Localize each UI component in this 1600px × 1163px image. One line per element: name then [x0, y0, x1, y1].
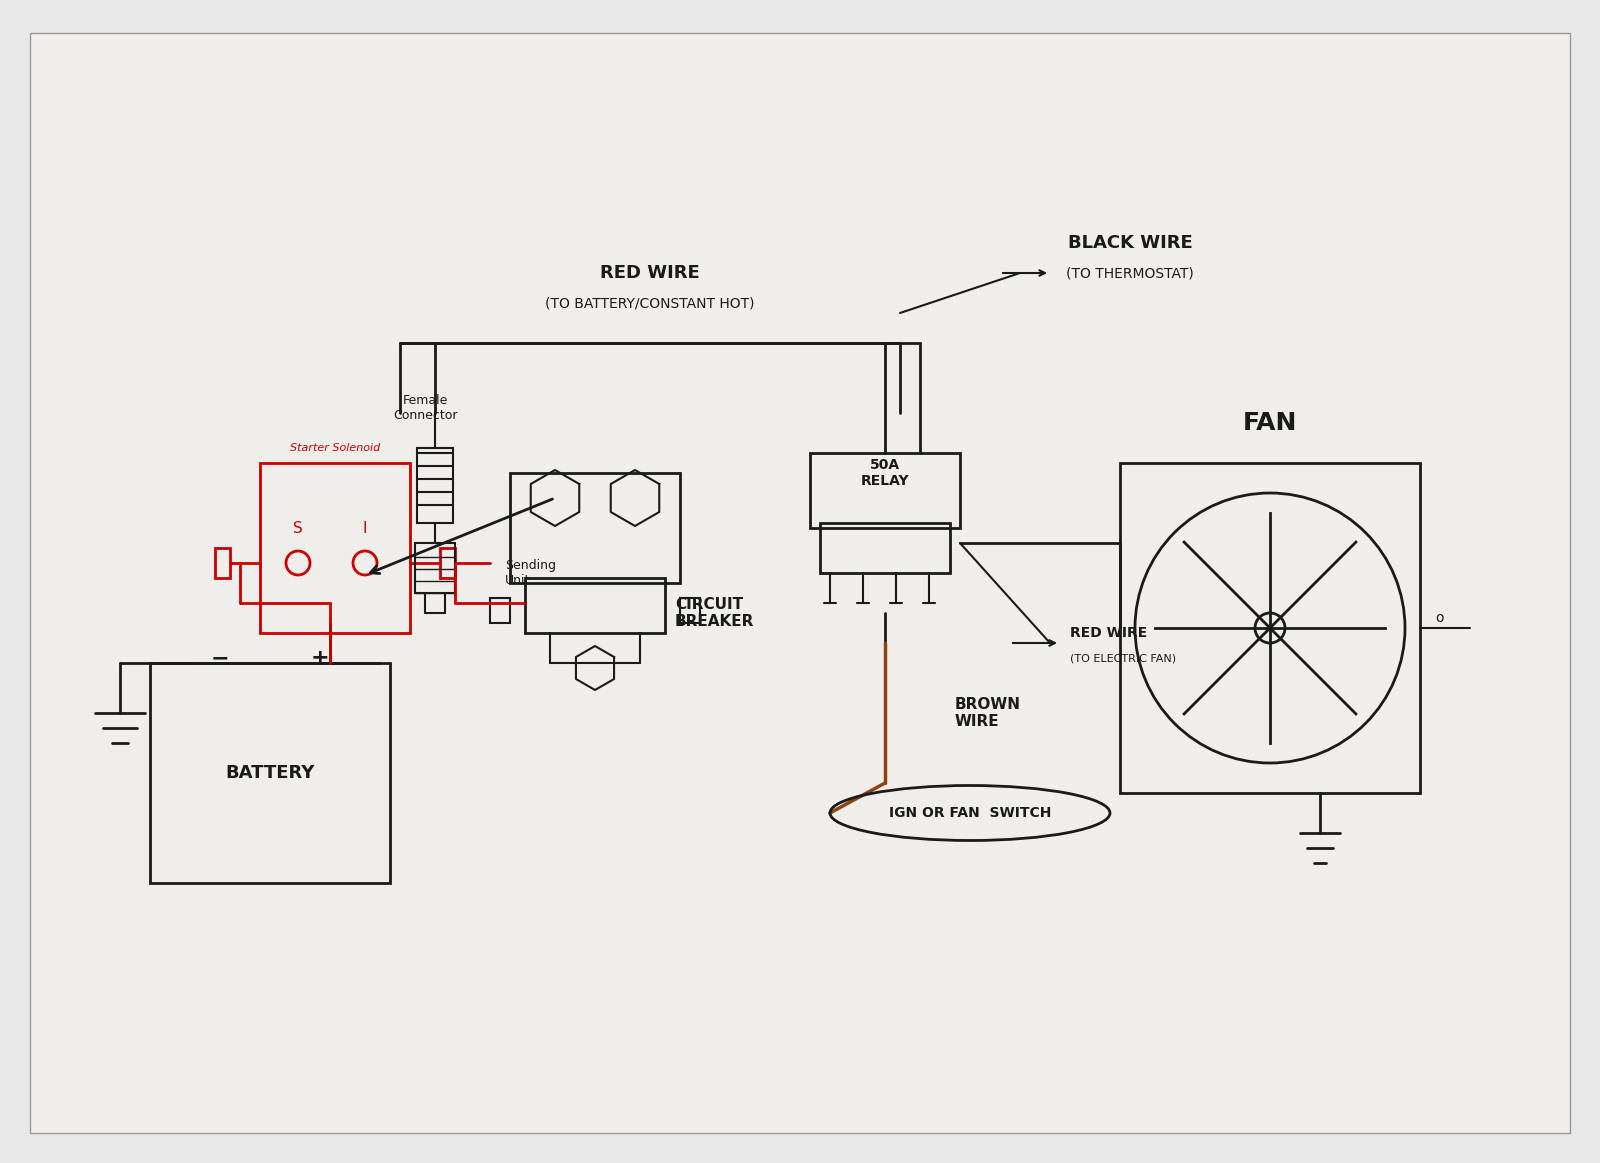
Text: +: +	[310, 648, 330, 668]
Text: (TO THERMOSTAT): (TO THERMOSTAT)	[1066, 266, 1194, 280]
Bar	[680, 598, 701, 623]
Text: RED WIRE: RED WIRE	[1070, 626, 1147, 640]
Bar	[414, 543, 454, 593]
Text: BLACK WIRE: BLACK WIRE	[1067, 234, 1192, 252]
Bar	[259, 463, 410, 633]
Text: S: S	[293, 521, 302, 535]
Bar	[214, 548, 230, 578]
Text: Sending
Unit: Sending Unit	[506, 559, 557, 587]
Text: RED WIRE: RED WIRE	[600, 264, 699, 281]
Text: −: −	[211, 648, 229, 668]
Text: BATTERY: BATTERY	[226, 764, 315, 782]
Text: (TO ELECTRIC FAN): (TO ELECTRIC FAN)	[1070, 652, 1176, 663]
Text: IGN OR FAN  SWITCH: IGN OR FAN SWITCH	[890, 806, 1051, 820]
Text: (TO BATTERY/CONSTANT HOT): (TO BATTERY/CONSTANT HOT)	[546, 297, 755, 311]
Bar	[418, 448, 453, 523]
Text: Female
Connector: Female Connector	[392, 394, 458, 422]
Text: Starter Solenoid: Starter Solenoid	[290, 443, 381, 454]
Text: BROWN
WIRE: BROWN WIRE	[955, 697, 1021, 729]
Bar	[510, 473, 680, 583]
Bar	[525, 578, 666, 633]
Text: o: o	[1435, 611, 1443, 625]
Bar	[440, 548, 454, 578]
Text: FAN: FAN	[1243, 411, 1298, 435]
Text: I: I	[363, 521, 368, 535]
Text: 50A
RELAY: 50A RELAY	[861, 458, 909, 488]
Bar	[490, 598, 510, 623]
Bar	[810, 454, 960, 528]
Bar	[819, 523, 950, 573]
Text: CIRCUIT
BREAKER: CIRCUIT BREAKER	[675, 597, 754, 629]
Bar	[150, 663, 390, 883]
Bar	[1120, 463, 1421, 793]
